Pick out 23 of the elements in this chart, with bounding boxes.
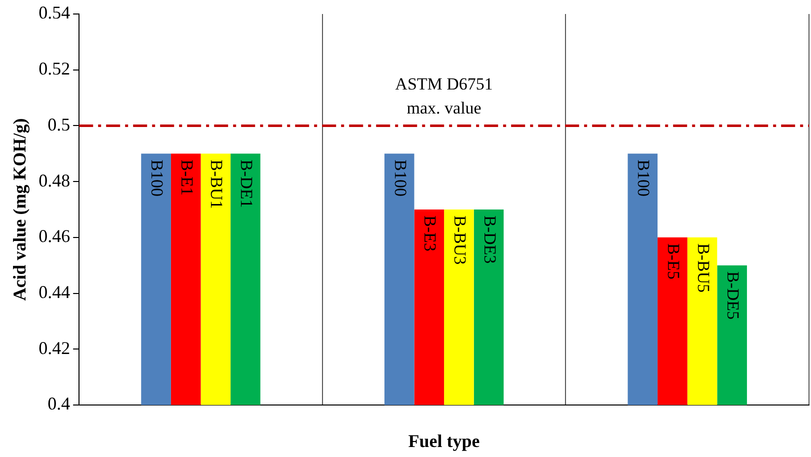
data-label: B-E5 [664, 243, 683, 280]
y-axis-title: Acid value (mg KOH/g) [9, 118, 30, 301]
data-label: B100 [148, 160, 167, 196]
data-label: B-E3 [420, 216, 440, 252]
data-label: B-DE1 [236, 160, 256, 208]
y-tick-label: 0.46 [38, 226, 70, 246]
y-tick-label: 0.54 [38, 2, 70, 23]
data-label: B-BU3 [450, 216, 470, 265]
y-tick-label: 0.4 [48, 394, 70, 414]
x-axis-title: Fuel type [408, 430, 480, 451]
data-label: B-DE5 [724, 271, 743, 320]
y-tick-label: 0.52 [38, 58, 70, 79]
data-label: B-DE3 [480, 216, 500, 264]
data-label: B-E1 [177, 160, 196, 196]
y-tick-label: 0.42 [38, 338, 70, 358]
data-label: B100 [634, 160, 654, 196]
data-label: B-BU5 [694, 243, 713, 293]
y-tick-label: 0.44 [38, 282, 70, 302]
data-label: B100 [390, 160, 410, 196]
data-label: B-BU1 [207, 160, 226, 209]
y-tick-label: 0.5 [48, 114, 70, 134]
y-tick-label: 0.48 [38, 170, 70, 190]
ref-line-label: ASTM D6751 max. value [395, 74, 493, 118]
